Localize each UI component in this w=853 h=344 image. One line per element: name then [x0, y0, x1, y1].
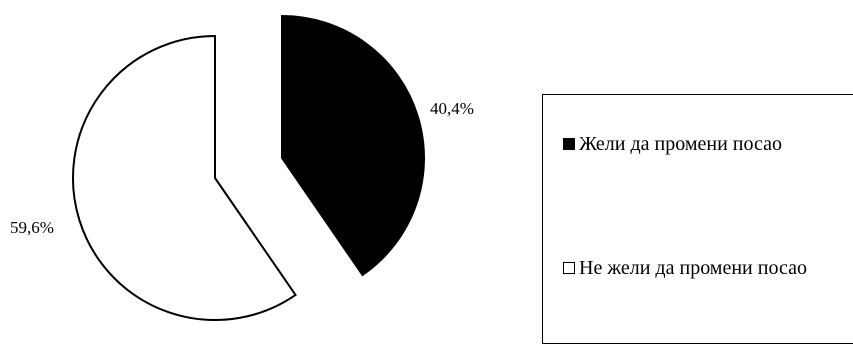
slice-wants-change: [281, 14, 425, 277]
data-label-does-not-want-change: 59,6%: [10, 218, 54, 237]
legend-label: Не жели да промени посао: [579, 257, 807, 279]
legend-swatch-white: [563, 262, 575, 274]
legend-item-does-not-want-change: Не жели да промени посао: [563, 255, 813, 281]
data-label-wants-change: 40,4%: [430, 99, 474, 118]
legend-label: Жели да промени посао: [579, 133, 782, 155]
pie-chart: [72, 14, 425, 321]
slice-does-not-want-change: [72, 34, 297, 321]
legend-item-wants-change: Жели да промени посао: [563, 131, 843, 157]
chart-legend: Жели да промени посао Не жели да промени…: [542, 94, 853, 344]
legend-swatch-black: [563, 138, 575, 150]
